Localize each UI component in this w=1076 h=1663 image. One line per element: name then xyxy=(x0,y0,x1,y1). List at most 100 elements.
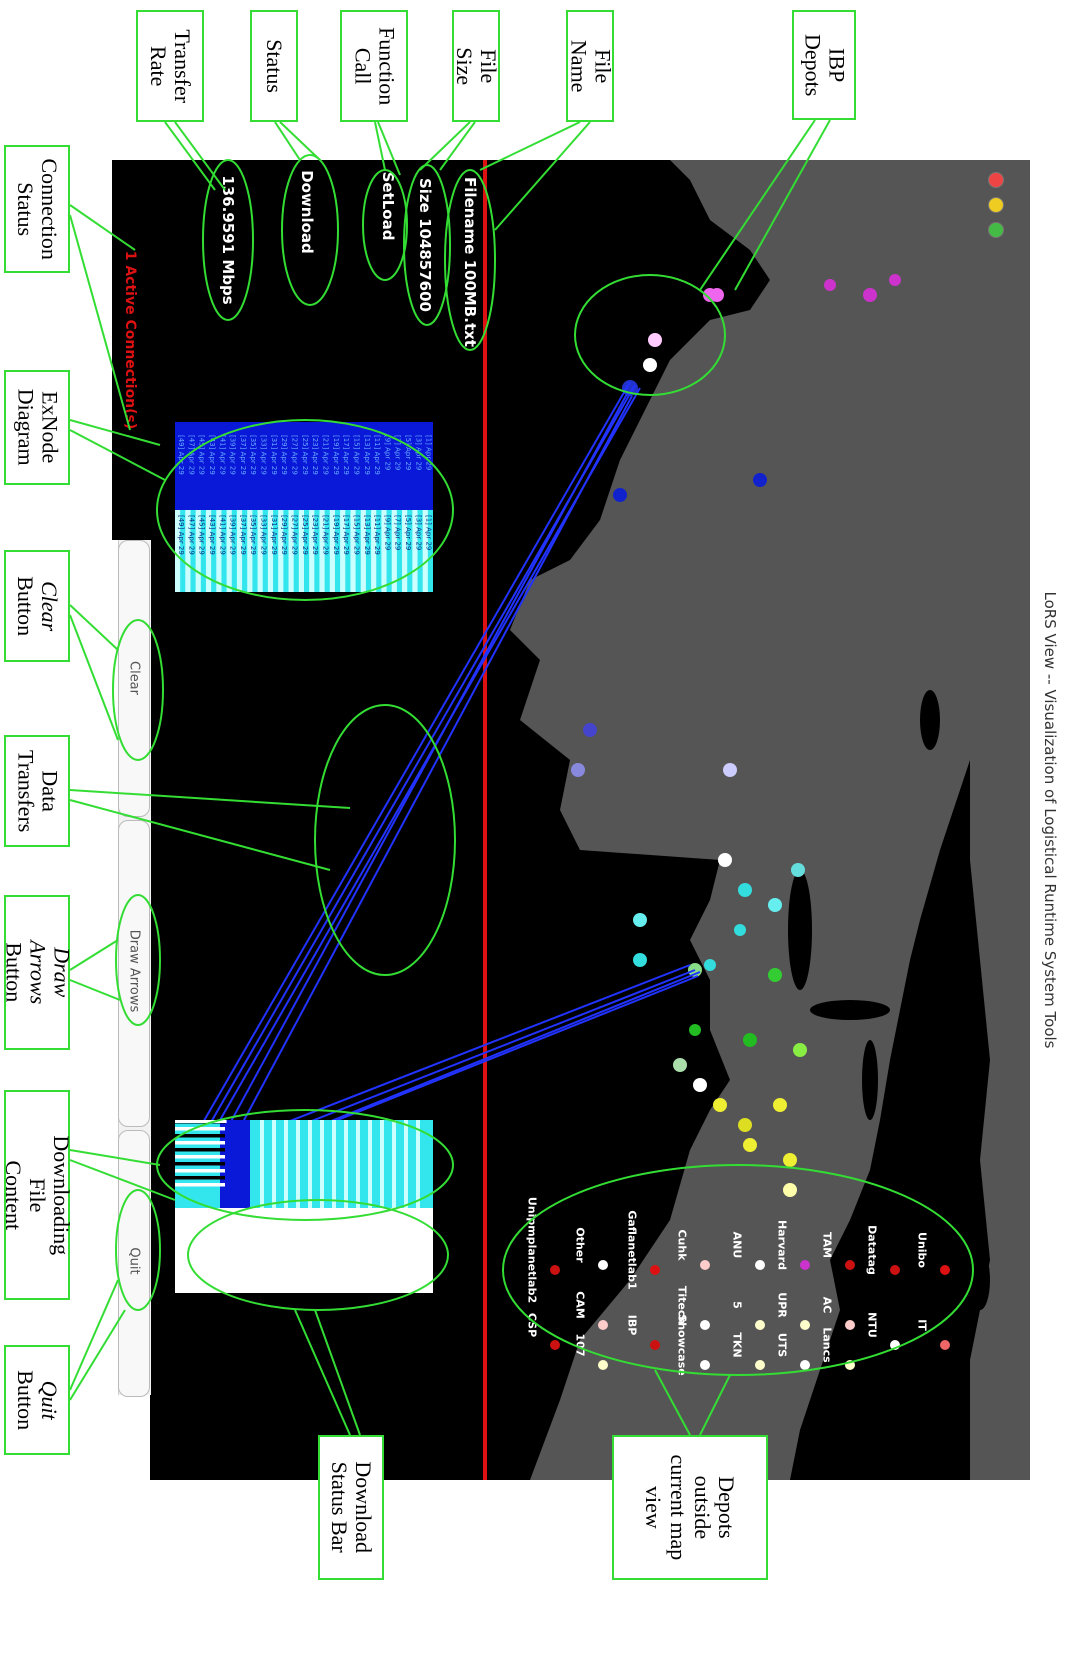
exnode-label: [45] Apr 29 xyxy=(198,515,206,555)
depot-marker[interactable] xyxy=(773,1098,787,1112)
clear-button[interactable]: Clear xyxy=(118,540,150,817)
depot-marker[interactable] xyxy=(768,898,782,912)
zoom-window-icon[interactable] xyxy=(988,222,1004,238)
depot-marker[interactable] xyxy=(710,288,724,302)
legend-depot-icon[interactable] xyxy=(650,1340,660,1350)
legend-depot-icon[interactable] xyxy=(550,1340,560,1350)
legend-depot-label: 5 xyxy=(730,1301,744,1309)
legend-depot-icon[interactable] xyxy=(845,1260,855,1270)
legend-depot-icon[interactable] xyxy=(755,1320,765,1330)
legend-depot-label: TAM xyxy=(820,1231,834,1259)
lake xyxy=(970,1250,990,1310)
legend-depot-icon[interactable] xyxy=(800,1360,810,1370)
callout-clear-button: Clear Button xyxy=(4,550,70,662)
exnode-label: [19] Apr 29 xyxy=(332,515,340,555)
exnode-label: [11] Apr 29 xyxy=(373,435,381,475)
legend-depot-icon[interactable] xyxy=(598,1360,608,1370)
depot-marker[interactable] xyxy=(824,279,836,291)
exnode-label: [7] Apr 29 xyxy=(394,515,402,550)
exnode-label: [23] Apr 29 xyxy=(311,435,319,475)
lake xyxy=(810,1000,890,1020)
legend-depot-label: Datatag xyxy=(865,1225,879,1275)
legend-depot-label: Unibo xyxy=(915,1232,929,1268)
depot-marker[interactable] xyxy=(673,1058,687,1072)
depot-marker[interactable] xyxy=(783,1153,797,1167)
depot-marker[interactable] xyxy=(723,763,737,777)
download-chunk xyxy=(175,1134,225,1138)
lors-view-window: [1] Apr 29[1] Apr 29[3] Apr 29[3] Apr 29… xyxy=(150,160,1030,1480)
exnode-label: [29] Apr 29 xyxy=(280,515,288,555)
lake xyxy=(788,870,812,990)
exnode-label: [31] Apr 29 xyxy=(270,515,278,555)
exnode-label: [35] Apr 29 xyxy=(249,435,257,475)
depot-marker[interactable] xyxy=(734,924,746,936)
legend-depot-icon[interactable] xyxy=(890,1265,900,1275)
depot-marker[interactable] xyxy=(643,358,657,372)
legend-depot-icon[interactable] xyxy=(550,1265,560,1275)
depot-marker[interactable] xyxy=(571,763,585,777)
depot-marker[interactable] xyxy=(704,959,716,971)
legend-depot-icon[interactable] xyxy=(700,1360,710,1370)
exnode-label: [15] Apr 29 xyxy=(352,435,360,475)
legend-depot-icon[interactable] xyxy=(890,1340,900,1350)
depot-marker[interactable] xyxy=(738,1118,752,1132)
legend-depot-label: AC xyxy=(820,1296,834,1314)
depot-marker[interactable] xyxy=(793,1043,807,1057)
legend-depot-icon[interactable] xyxy=(845,1360,855,1370)
exnode-label: [13] Apr 29 xyxy=(363,515,371,555)
download-chunk xyxy=(175,1183,225,1187)
depot-marker[interactable] xyxy=(718,853,732,867)
depot-marker[interactable] xyxy=(863,288,877,302)
depot-marker[interactable] xyxy=(738,883,752,897)
legend-depot-label: Lancs xyxy=(820,1327,834,1363)
legend-depot-icon[interactable] xyxy=(755,1360,765,1370)
close-window-icon[interactable] xyxy=(988,172,1004,188)
land-mass-east xyxy=(970,160,1030,1480)
legend-depot-icon[interactable] xyxy=(800,1320,810,1330)
legend-depot-label: Showcase xyxy=(675,1314,689,1376)
depot-marker[interactable] xyxy=(693,1078,707,1092)
exnode-label: [27] Apr 29 xyxy=(291,515,299,555)
legend-depot-icon[interactable] xyxy=(700,1260,710,1270)
exnode-label: [29] Apr 29 xyxy=(280,435,288,475)
legend-depot-label: CAM xyxy=(573,1291,587,1319)
status-text: Download xyxy=(298,170,316,254)
depot-marker[interactable] xyxy=(768,968,782,982)
minimize-window-icon[interactable] xyxy=(988,197,1004,213)
legend-depot-icon[interactable] xyxy=(700,1320,710,1330)
legend-depot-label: IBP xyxy=(625,1314,639,1336)
download-chunk xyxy=(175,1176,225,1180)
depot-marker[interactable] xyxy=(713,1098,727,1112)
depot-marker[interactable] xyxy=(743,1138,757,1152)
legend-depot-icon[interactable] xyxy=(845,1320,855,1330)
depot-marker[interactable] xyxy=(613,488,627,502)
legend-depot-label: NTU xyxy=(865,1312,879,1338)
depot-marker[interactable] xyxy=(583,723,597,737)
legend-depot-icon[interactable] xyxy=(650,1265,660,1275)
land-mass xyxy=(510,160,970,1480)
download-progress xyxy=(175,1120,227,1123)
depot-marker[interactable] xyxy=(791,863,805,877)
depot-marker[interactable] xyxy=(633,913,647,927)
legend-depot-label: Harvard xyxy=(775,1220,789,1270)
exnode-label: [37] Apr 29 xyxy=(239,435,247,475)
legend-depot-icon[interactable] xyxy=(800,1260,810,1270)
depot-marker[interactable] xyxy=(783,1183,797,1197)
depot-marker[interactable] xyxy=(889,274,901,286)
legend-depot-label: Other xyxy=(573,1227,587,1263)
legend-depot-icon[interactable] xyxy=(598,1260,608,1270)
legend-depot-icon[interactable] xyxy=(598,1320,608,1330)
lake xyxy=(920,690,940,750)
draw-arrows-button[interactable]: Draw Arrows xyxy=(118,820,150,1127)
callout-connection-status: Connection Status xyxy=(4,145,70,273)
legend-depot-icon[interactable] xyxy=(940,1265,950,1275)
depot-marker[interactable] xyxy=(743,1033,757,1047)
legend-depot-icon[interactable] xyxy=(755,1260,765,1270)
file-size-text: Size 104857600 xyxy=(416,177,434,313)
legend-depot-icon[interactable] xyxy=(940,1340,950,1350)
quit-button[interactable]: Quit xyxy=(118,1130,150,1397)
depot-marker[interactable] xyxy=(753,473,767,487)
depot-marker[interactable] xyxy=(633,953,647,967)
depot-marker[interactable] xyxy=(648,333,662,347)
depot-marker[interactable] xyxy=(689,1024,701,1036)
